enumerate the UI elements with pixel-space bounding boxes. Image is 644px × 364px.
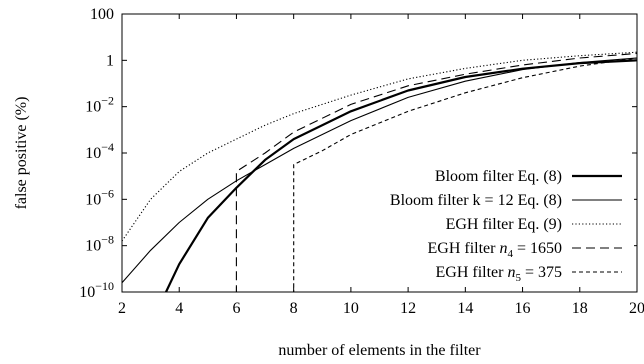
x-axis-label: number of elements in the filter	[278, 342, 481, 359]
legend-label: EGH filter Eq. (9)	[446, 216, 562, 233]
series-line-2	[122, 57, 637, 284]
x-tick-label: 4	[175, 300, 183, 317]
legend-label: Bloom filter k = 12 Eq. (8)	[390, 192, 562, 209]
x-tick-label: 6	[232, 300, 240, 317]
series-line-4	[235, 52, 637, 292]
y-tick-label: 10−10	[79, 279, 114, 301]
x-tick-label: 2	[118, 300, 126, 317]
x-tick-label: 8	[290, 300, 298, 317]
x-tick-label: 20	[629, 300, 644, 317]
series-line-1	[164, 59, 637, 292]
x-tick-label: 18	[572, 300, 588, 317]
series-lines	[122, 51, 637, 292]
y-tick-label: 10−8	[85, 233, 114, 255]
legend: Bloom filter Eq. (8) Bloom filter k = 12 …	[366, 165, 634, 284]
legend-label: EGH filter n5 = 375	[435, 264, 562, 284]
x-tick-label: 16	[515, 300, 531, 317]
legend-label: EGH filter n4 = 1650	[427, 240, 562, 260]
y-tick-label: 10−4	[85, 140, 114, 162]
x-tick-label: 12	[400, 300, 416, 317]
axis-ticks: 2 4 6 8 10 12 14 16 18 20 100 1 10−2 10−4 10−6 10−8 10−1…	[79, 6, 644, 317]
series-line-5	[293, 57, 637, 292]
y-tick-label: 1	[106, 52, 114, 69]
y-axis-label: false positive (%)	[13, 97, 30, 210]
legend-label: Bloom filter Eq. (8)	[435, 168, 562, 185]
y-tick-label: 10−6	[85, 186, 114, 208]
x-tick-label: 14	[457, 300, 473, 317]
y-tick-label: 100	[90, 6, 114, 23]
x-tick-label: 10	[343, 300, 359, 317]
y-tick-label: 10−2	[85, 94, 114, 116]
